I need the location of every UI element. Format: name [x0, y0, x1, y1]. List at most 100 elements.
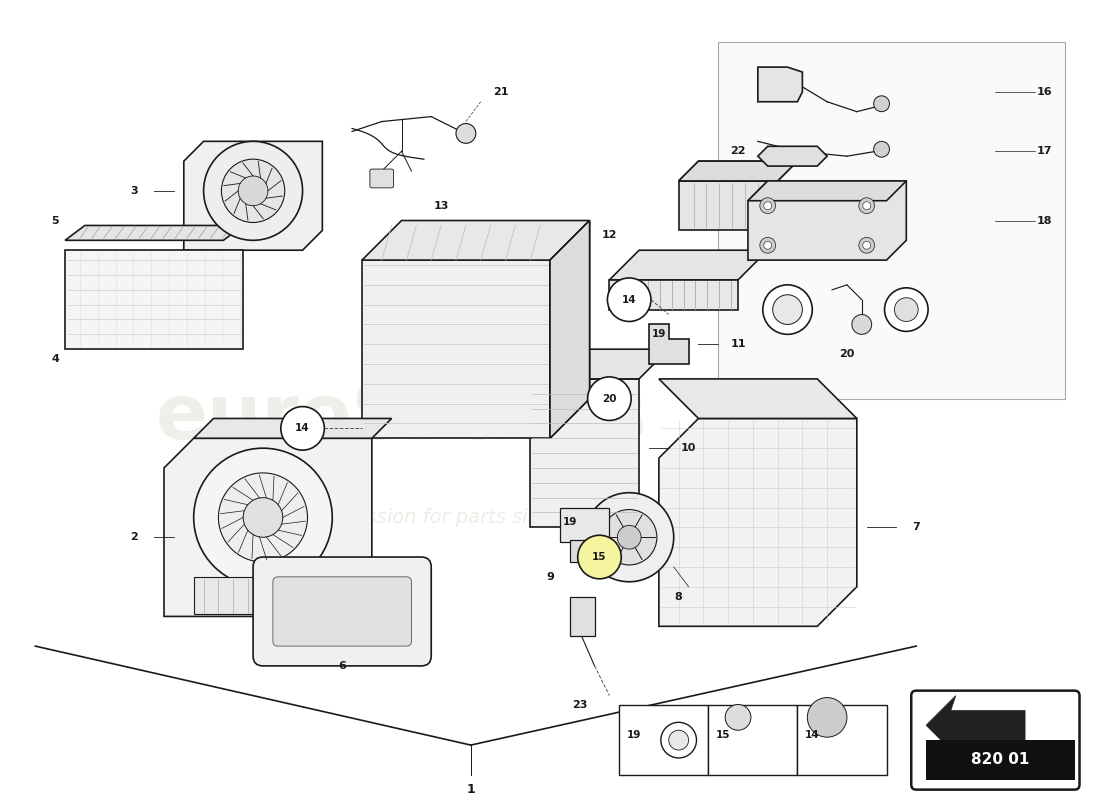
Polygon shape — [530, 379, 639, 527]
Text: 820 01: 820 01 — [971, 753, 1030, 767]
Text: 5: 5 — [52, 215, 59, 226]
Circle shape — [456, 123, 476, 143]
Text: 15: 15 — [592, 552, 607, 562]
Text: 12: 12 — [602, 230, 617, 240]
Text: 7: 7 — [912, 522, 920, 532]
Text: 2: 2 — [131, 532, 139, 542]
Polygon shape — [609, 280, 738, 310]
Polygon shape — [194, 418, 392, 438]
Text: 20: 20 — [602, 394, 617, 404]
Polygon shape — [679, 181, 778, 230]
Text: 19: 19 — [562, 518, 578, 527]
Polygon shape — [194, 577, 332, 614]
FancyBboxPatch shape — [370, 169, 394, 188]
Text: 14: 14 — [621, 294, 637, 305]
Circle shape — [760, 198, 775, 214]
Polygon shape — [362, 260, 550, 438]
Bar — [570, 597, 594, 636]
Text: 11: 11 — [730, 339, 746, 350]
Text: 19: 19 — [651, 330, 667, 339]
Circle shape — [617, 526, 641, 549]
Circle shape — [862, 242, 871, 250]
Circle shape — [661, 722, 696, 758]
Text: euroSPares: euroSPares — [155, 382, 648, 455]
Text: 18: 18 — [1037, 215, 1053, 226]
Polygon shape — [184, 142, 322, 250]
Polygon shape — [609, 250, 768, 280]
Circle shape — [194, 448, 332, 586]
Polygon shape — [679, 161, 798, 181]
Polygon shape — [679, 161, 798, 181]
Text: 20: 20 — [839, 349, 855, 359]
Circle shape — [221, 159, 285, 222]
Circle shape — [873, 96, 890, 112]
Bar — [619, 706, 708, 774]
Text: 14: 14 — [805, 730, 820, 740]
Bar — [708, 706, 797, 774]
Circle shape — [772, 294, 802, 325]
Circle shape — [219, 473, 308, 562]
Circle shape — [587, 377, 631, 421]
Text: 19: 19 — [627, 730, 641, 740]
Polygon shape — [550, 221, 590, 438]
Polygon shape — [758, 146, 827, 166]
Text: 14: 14 — [295, 423, 310, 434]
Bar — [718, 42, 1065, 398]
Text: 16: 16 — [1037, 87, 1053, 97]
Circle shape — [243, 498, 283, 538]
Circle shape — [760, 238, 775, 253]
Circle shape — [763, 202, 772, 210]
Text: 1: 1 — [466, 783, 475, 796]
FancyBboxPatch shape — [273, 577, 411, 646]
Bar — [926, 740, 1075, 780]
Text: 8: 8 — [674, 592, 682, 602]
Bar — [560, 507, 609, 542]
Circle shape — [607, 278, 651, 322]
Circle shape — [859, 198, 874, 214]
Circle shape — [862, 202, 871, 210]
Circle shape — [873, 142, 890, 157]
Text: 23: 23 — [572, 701, 587, 710]
Bar — [65, 250, 243, 349]
Text: 4: 4 — [52, 354, 59, 364]
Polygon shape — [164, 438, 372, 617]
Circle shape — [894, 298, 918, 322]
Circle shape — [584, 493, 673, 582]
Polygon shape — [926, 695, 1025, 755]
Polygon shape — [550, 221, 590, 438]
Circle shape — [851, 314, 871, 334]
FancyBboxPatch shape — [253, 557, 431, 666]
Bar — [798, 706, 887, 774]
Polygon shape — [659, 379, 857, 418]
Text: 6: 6 — [338, 661, 346, 671]
Circle shape — [602, 510, 657, 565]
Text: 13: 13 — [433, 201, 449, 210]
Text: 21: 21 — [493, 87, 508, 97]
Circle shape — [884, 288, 928, 331]
Circle shape — [669, 730, 689, 750]
Text: 15: 15 — [716, 730, 730, 740]
Polygon shape — [649, 325, 689, 364]
Polygon shape — [748, 181, 906, 260]
Text: 3: 3 — [131, 186, 139, 196]
Circle shape — [578, 535, 621, 579]
Polygon shape — [748, 181, 906, 201]
Polygon shape — [65, 226, 243, 240]
Polygon shape — [362, 221, 590, 260]
Circle shape — [859, 238, 874, 253]
Text: 9: 9 — [546, 572, 554, 582]
Polygon shape — [530, 349, 669, 379]
Circle shape — [204, 142, 302, 240]
Circle shape — [807, 698, 847, 737]
Text: 22: 22 — [730, 146, 746, 156]
Polygon shape — [659, 418, 857, 626]
Circle shape — [239, 176, 268, 206]
Text: 17: 17 — [1037, 146, 1053, 156]
Circle shape — [280, 406, 324, 450]
Text: a passion for parts since 1985: a passion for parts since 1985 — [323, 508, 618, 527]
Circle shape — [762, 285, 812, 334]
Circle shape — [725, 705, 751, 730]
Bar — [570, 540, 600, 562]
FancyBboxPatch shape — [911, 690, 1079, 790]
Text: 10: 10 — [681, 443, 696, 453]
